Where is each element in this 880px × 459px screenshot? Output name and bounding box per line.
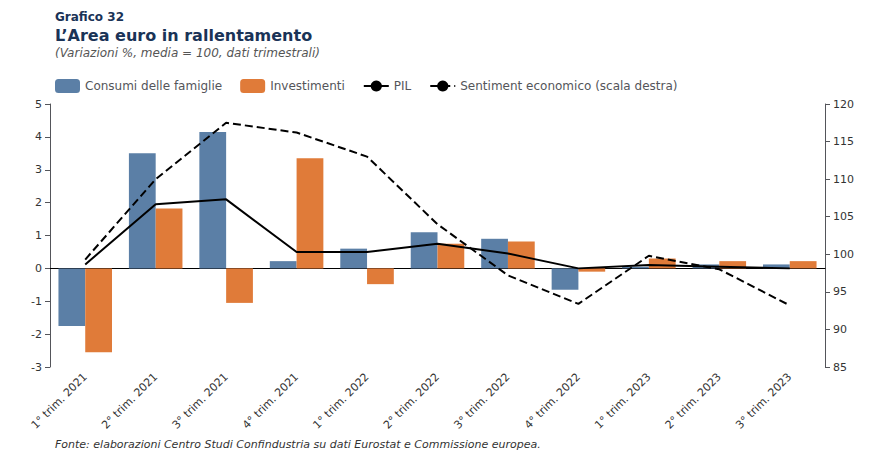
svg-text:100: 100: [833, 248, 854, 261]
svg-text:PIL: PIL: [394, 79, 412, 93]
svg-text:2° trim. 2023: 2° trim. 2023: [663, 370, 724, 431]
svg-text:120: 120: [833, 98, 854, 111]
svg-text:1° trim. 2022: 1° trim. 2022: [310, 370, 371, 431]
svg-text:3° trim. 2022: 3° trim. 2022: [451, 370, 512, 431]
svg-text:4° trim. 2021: 4° trim. 2021: [240, 370, 301, 431]
svg-text:1: 1: [35, 229, 42, 242]
svg-text:4° trim. 2022: 4° trim. 2022: [522, 370, 583, 431]
svg-text:-3: -3: [31, 361, 42, 374]
svg-text:L’Area euro in rallentamento: L’Area euro in rallentamento: [55, 26, 312, 45]
svg-text:95: 95: [833, 285, 847, 298]
svg-text:4: 4: [35, 130, 42, 143]
svg-text:2° trim. 2021: 2° trim. 2021: [99, 370, 160, 431]
svg-text:Consumi delle famiglie: Consumi delle famiglie: [85, 79, 222, 93]
svg-text:90: 90: [833, 323, 847, 336]
svg-text:5: 5: [35, 98, 42, 111]
svg-text:3° trim. 2023: 3° trim. 2023: [733, 370, 794, 431]
svg-text:2: 2: [35, 196, 42, 209]
svg-text:Sentiment economico (scala des: Sentiment economico (scala destra): [460, 79, 677, 93]
svg-text:1° trim. 2023: 1° trim. 2023: [592, 370, 653, 431]
svg-text:(Variazioni %, media = 100, da: (Variazioni %, media = 100, dati trimest…: [55, 46, 320, 60]
svg-text:1° trim. 2021: 1° trim. 2021: [29, 370, 90, 431]
svg-text:105: 105: [833, 210, 854, 223]
svg-text:115: 115: [833, 135, 854, 148]
svg-text:3: 3: [35, 163, 42, 176]
svg-text:Investimenti: Investimenti: [270, 79, 345, 93]
svg-text:Grafico 32: Grafico 32: [55, 10, 124, 24]
svg-text:3° trim. 2021: 3° trim. 2021: [170, 370, 231, 431]
svg-text:0: 0: [35, 262, 42, 275]
svg-text:2° trim. 2022: 2° trim. 2022: [381, 370, 442, 431]
svg-text:110: 110: [833, 173, 854, 186]
svg-text:85: 85: [833, 361, 847, 374]
svg-text:Fonte: elaborazioni Centro Stu: Fonte: elaborazioni Centro Studi Confind…: [55, 438, 541, 451]
svg-text:-1: -1: [31, 295, 42, 308]
svg-text:-2: -2: [31, 328, 42, 341]
